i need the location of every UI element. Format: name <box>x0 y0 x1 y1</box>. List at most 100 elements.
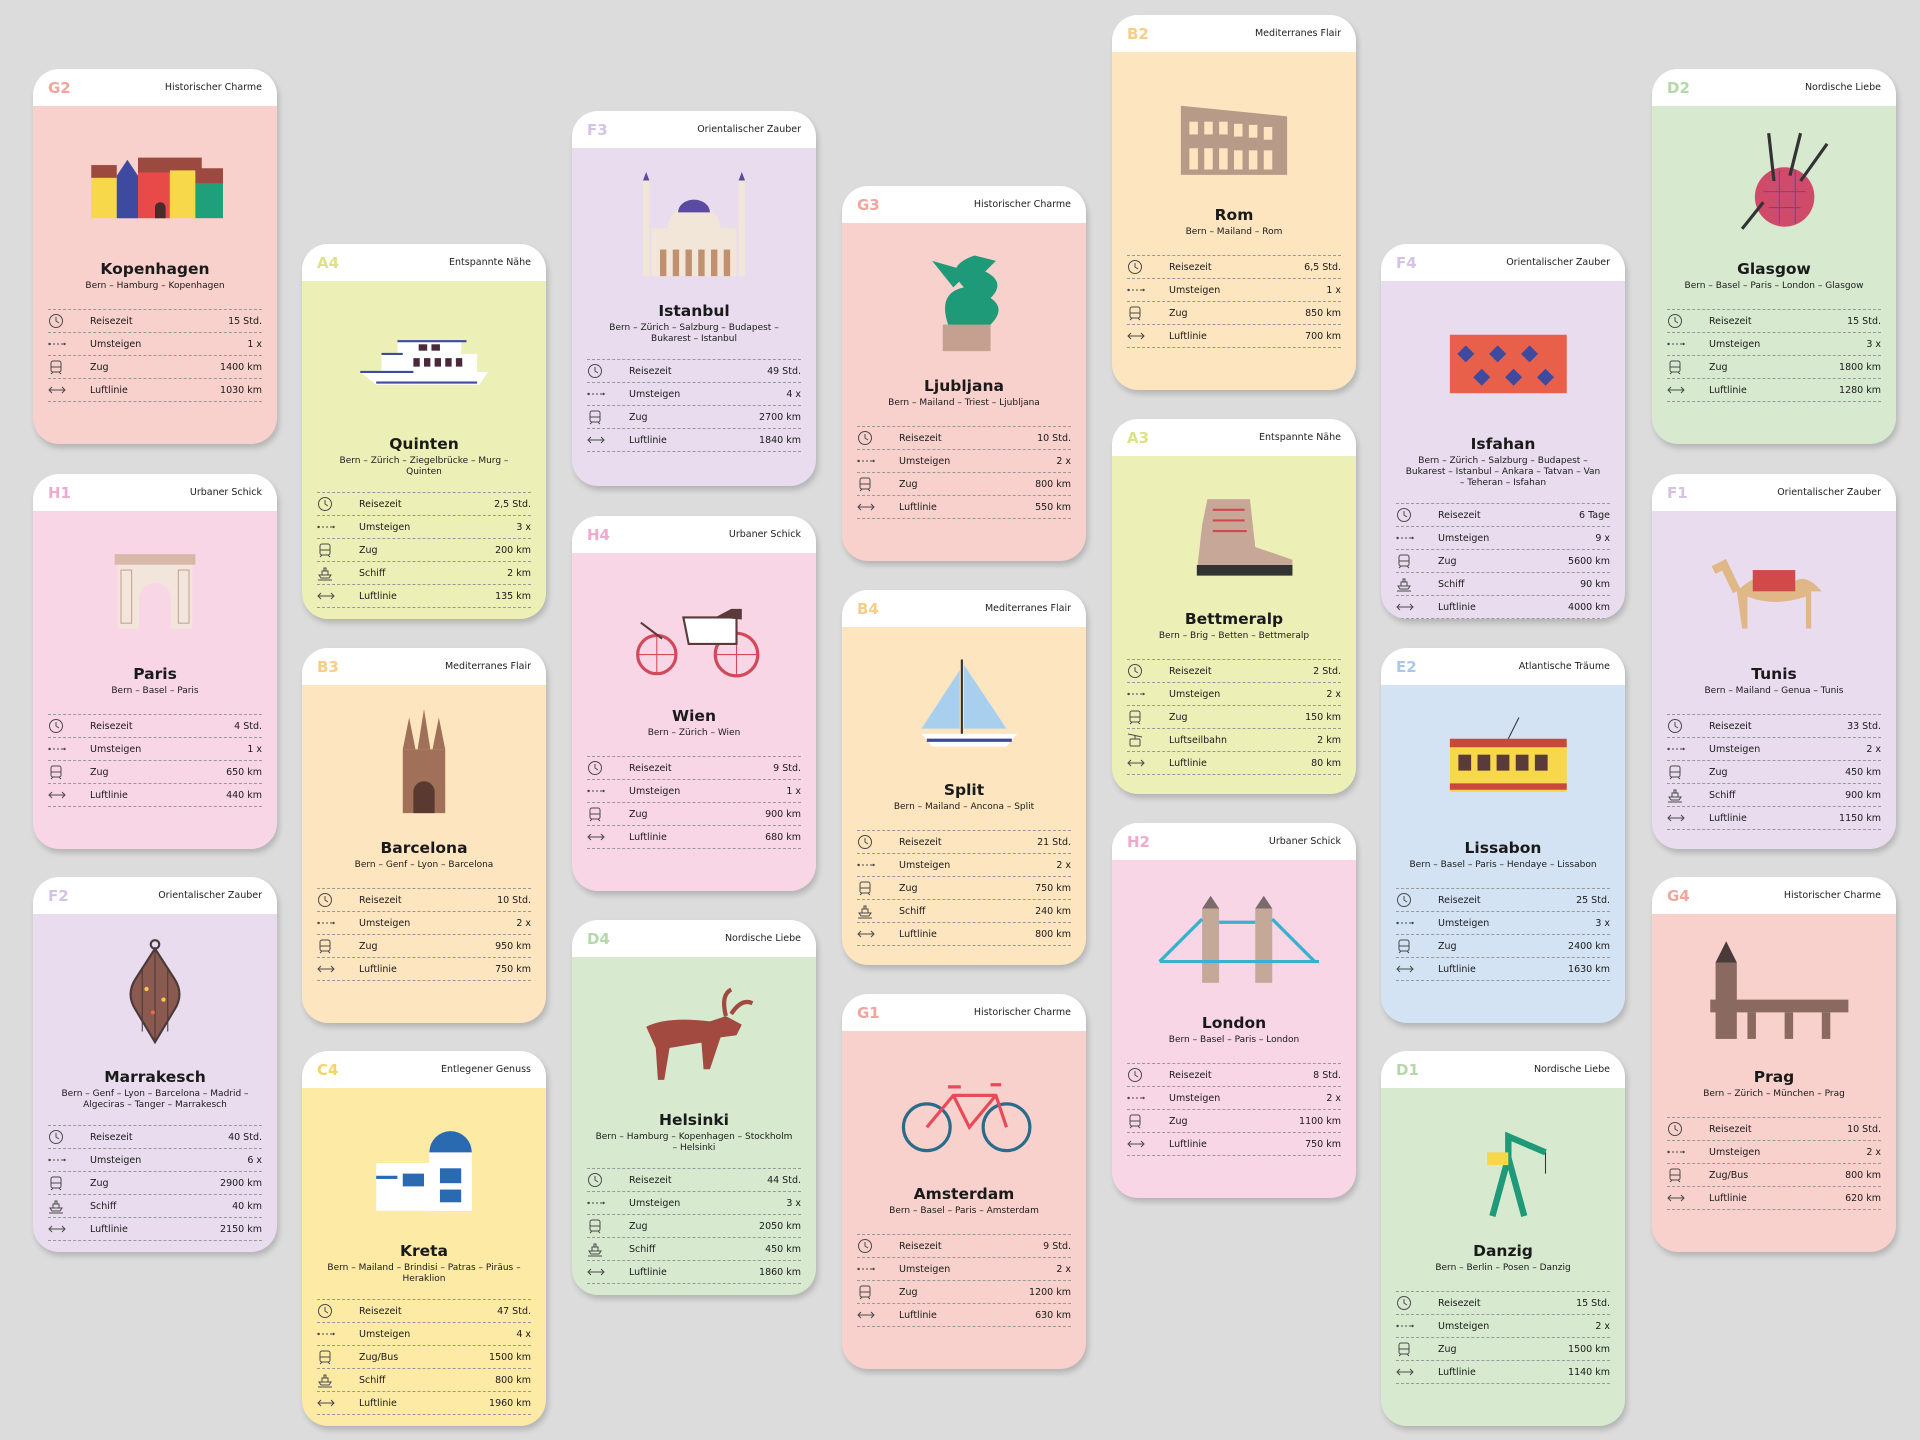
stat-row: Schiff 2 km <box>317 562 531 585</box>
lantern-illustration <box>33 914 277 1064</box>
stat-row: Zug 850 km <box>1127 302 1341 325</box>
card-city: Helsinki <box>659 1111 729 1129</box>
card-istanbul[interactable]: F3 Orientalischer Zauber Istanbul Bern –… <box>572 111 816 486</box>
stat-row: Schiff 240 km <box>857 900 1071 923</box>
stat-label: Reisezeit <box>90 720 133 732</box>
card-kreta[interactable]: C4 Entlegener Genuss Kreta Bern – Mailan… <box>302 1051 546 1426</box>
stat-row: Zug 2050 km <box>587 1215 801 1238</box>
card-helsinki[interactable]: D4 Nordische Liebe Helsinki Bern – Hambu… <box>572 920 816 1295</box>
stat-value: 1 x <box>786 785 801 797</box>
card-paris[interactable]: H1 Urbaner Schick Paris Bern – Basel – P… <box>33 474 277 849</box>
train-icon <box>317 938 337 954</box>
card-header: C4 Entlegener Genuss <box>302 1051 546 1088</box>
distance-arrow-icon <box>587 829 607 845</box>
stat-row: Reisezeit 15 Std. <box>1396 1292 1610 1315</box>
stat-row: Umsteigen 2 x <box>857 1258 1071 1281</box>
stat-label: Schiff <box>359 567 386 579</box>
colorful-houses-illustration <box>33 106 277 256</box>
stat-value: 1500 km <box>489 1351 531 1363</box>
card-glasgow[interactable]: D2 Nordische Liebe Glasgow Bern – Basel … <box>1652 69 1896 444</box>
card-category: Orientalischer Zauber <box>1777 487 1881 498</box>
stat-label: Luftlinie <box>90 789 128 801</box>
stat-row: Luftlinie 680 km <box>587 826 801 849</box>
card-split[interactable]: B4 Mediterranes Flair Split Bern – Maila… <box>842 590 1086 965</box>
carriage-illustration <box>572 553 816 703</box>
stat-row: Zug 200 km <box>317 539 531 562</box>
stat-row: Umsteigen 3 x <box>1396 912 1610 935</box>
clock-icon <box>1396 892 1416 908</box>
stat-value: 3 x <box>1866 338 1881 350</box>
card-ljubljana[interactable]: G3 Historischer Charme Ljubljana Bern – … <box>842 186 1086 561</box>
card-barcelona[interactable]: B3 Mediterranes Flair Barcelona Bern – G… <box>302 648 546 1023</box>
transfer-icon <box>1667 1144 1687 1160</box>
distance-arrow-icon <box>1127 755 1147 771</box>
stat-label: Reisezeit <box>359 498 402 510</box>
card-lissabon[interactable]: E2 Atlantische Träume Lissabon Bern – Ba… <box>1381 648 1625 1023</box>
stat-value: 2,5 Std. <box>494 498 531 510</box>
card-danzig[interactable]: D1 Nordische Liebe Danzig Bern – Berlin … <box>1381 1051 1625 1426</box>
stat-value: 1140 km <box>1568 1366 1610 1378</box>
stat-value: 2400 km <box>1568 940 1610 952</box>
train-icon <box>857 880 877 896</box>
stat-label: Reisezeit <box>1438 894 1481 906</box>
train-icon <box>857 1284 877 1300</box>
clock-icon <box>48 718 68 734</box>
clock-icon <box>1396 1295 1416 1311</box>
card-kopenhagen[interactable]: G2 Historischer Charme Kopenhagen Bern –… <box>33 69 277 444</box>
distance-arrow-icon <box>48 787 68 803</box>
card-category: Historischer Charme <box>1783 890 1881 901</box>
card-header: F4 Orientalischer Zauber <box>1381 244 1625 281</box>
clock-icon <box>317 892 337 908</box>
train-icon <box>1396 553 1416 569</box>
stat-label: Luftlinie <box>1438 1366 1476 1378</box>
card-prag[interactable]: G4 Historischer Charme Prag Bern – Züric… <box>1652 877 1896 1252</box>
stat-row: Reisezeit 2,5 Std. <box>317 493 531 516</box>
distance-arrow-icon <box>48 1221 68 1237</box>
card-code: D1 <box>1396 1060 1419 1079</box>
stat-label: Luftlinie <box>1169 1138 1207 1150</box>
stat-label: Umsteigen <box>899 1263 951 1275</box>
card-quinten[interactable]: A4 Entspannte Nähe Quinten Bern – Zürich… <box>302 244 546 619</box>
stat-label: Luftlinie <box>90 1223 128 1235</box>
stat-label: Schiff <box>359 1374 386 1386</box>
stat-value: 1960 km <box>489 1397 531 1409</box>
stat-value: 2 x <box>1326 688 1341 700</box>
distance-arrow-icon <box>1396 599 1416 615</box>
card-amsterdam[interactable]: G1 Historischer Charme Amsterdam Bern – … <box>842 994 1086 1369</box>
stat-row: Schiff 900 km <box>1667 784 1881 807</box>
card-marrakesch[interactable]: F2 Orientalischer Zauber Marrakesch Bern… <box>33 877 277 1252</box>
card-tunis[interactable]: F1 Orientalischer Zauber Tunis Bern – Ma… <box>1652 474 1896 849</box>
stat-label: Luftlinie <box>1709 812 1747 824</box>
card-category: Historischer Charme <box>164 82 262 93</box>
card-code: H4 <box>587 525 610 544</box>
card-bettmeralp[interactable]: A3 Entspannte Nähe Bettmeralp Bern – Bri… <box>1112 419 1356 794</box>
stat-row: Umsteigen 3 x <box>587 1192 801 1215</box>
stat-label: Zug <box>1169 307 1188 319</box>
stat-label: Zug <box>359 544 378 556</box>
stat-row: Reisezeit 47 Std. <box>317 1300 531 1323</box>
stat-value: 900 km <box>765 808 801 820</box>
stat-row: Umsteigen 2 x <box>1667 1141 1881 1164</box>
stat-row: Zug 2900 km <box>48 1172 262 1195</box>
distance-arrow-icon <box>1127 1136 1147 1152</box>
stat-value: 9 Std. <box>1043 1240 1071 1252</box>
card-london[interactable]: H2 Urbaner Schick London Bern – Basel – … <box>1112 823 1356 1198</box>
stat-value: 1280 km <box>1839 384 1881 396</box>
stat-value: 900 km <box>1845 789 1881 801</box>
card-isfahan[interactable]: F4 Orientalischer Zauber Isfahan Bern – … <box>1381 244 1625 619</box>
train-icon <box>1667 1167 1687 1183</box>
transfer-icon <box>317 915 337 931</box>
card-header: F1 Orientalischer Zauber <box>1652 474 1896 511</box>
stat-label: Reisezeit <box>1709 1123 1752 1135</box>
card-rom[interactable]: B2 Mediterranes Flair Rom Bern – Mailand… <box>1112 15 1356 390</box>
card-route: Bern – Basel – Paris – Hendaye – Lissabo… <box>1409 860 1597 870</box>
card-code: F4 <box>1396 253 1417 272</box>
card-wien[interactable]: H4 Urbaner Schick Wien Bern – Zürich – W… <box>572 516 816 891</box>
stat-row: Reisezeit 15 Std. <box>1667 310 1881 333</box>
stat-row: Umsteigen 3 x <box>1667 333 1881 356</box>
stat-value: 800 km <box>1035 478 1071 490</box>
stat-value: 8 Std. <box>1313 1069 1341 1081</box>
card-code: E2 <box>1396 657 1417 676</box>
stat-value: 2 x <box>1866 1146 1881 1158</box>
stat-label: Zug <box>1438 555 1457 567</box>
